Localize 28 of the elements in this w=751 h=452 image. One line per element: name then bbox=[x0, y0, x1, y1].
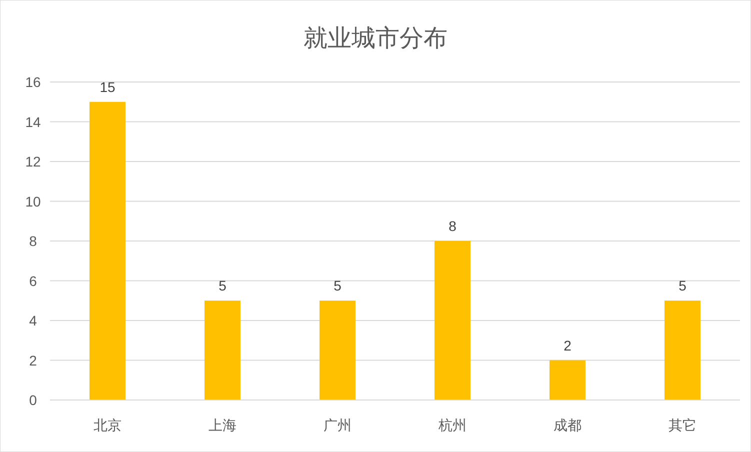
y-tick-label: 12 bbox=[25, 154, 41, 170]
y-tick-label: 4 bbox=[29, 312, 38, 328]
data-label: 5 bbox=[334, 278, 342, 294]
bar bbox=[664, 300, 700, 400]
bar bbox=[550, 360, 586, 400]
y-tick-label: 6 bbox=[29, 272, 38, 289]
data-label: 8 bbox=[448, 218, 457, 234]
y-tick-label: 16 bbox=[25, 74, 41, 90]
x-tick-label: 杭州 bbox=[438, 417, 466, 433]
data-label: 2 bbox=[564, 337, 572, 354]
x-tick-label: 广州 bbox=[324, 417, 352, 433]
bar bbox=[90, 102, 126, 400]
bar bbox=[204, 300, 240, 400]
y-tick-label: 0 bbox=[29, 392, 38, 408]
x-tick-label: 北京 bbox=[94, 417, 122, 433]
y-tick-label: 10 bbox=[25, 193, 41, 210]
bar bbox=[320, 300, 356, 400]
data-label: 5 bbox=[218, 278, 227, 294]
y-tick-label: 2 bbox=[29, 352, 38, 368]
chart-title: 就业城市分布 bbox=[304, 25, 448, 52]
x-tick-label: 上海 bbox=[208, 417, 236, 433]
bar bbox=[434, 241, 470, 400]
data-label: 5 bbox=[678, 278, 687, 294]
x-tick-label: 成都 bbox=[554, 417, 582, 433]
y-tick-label: 8 bbox=[29, 233, 38, 249]
x-tick-label: 其它 bbox=[668, 417, 696, 433]
y-tick-label: 14 bbox=[25, 114, 41, 130]
data-label: 15 bbox=[100, 78, 116, 95]
